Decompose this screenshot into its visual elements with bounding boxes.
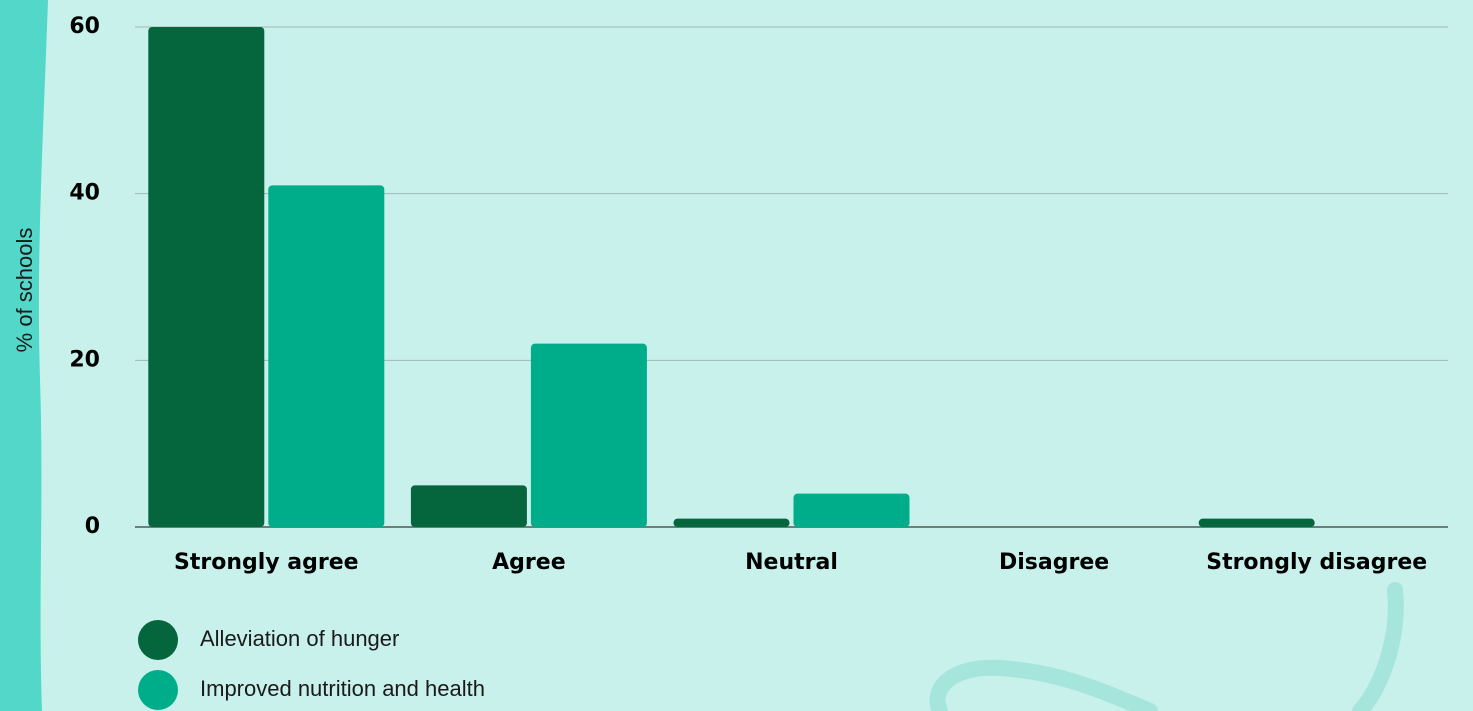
legend-swatch — [138, 620, 178, 660]
x-tick-label: Strongly disagree — [1206, 550, 1427, 575]
y-tick-label: 20 — [69, 347, 100, 372]
bar — [268, 185, 385, 528]
y-tick-label: 60 — [69, 14, 100, 39]
y-tick-label: 40 — [69, 181, 100, 206]
bar — [1198, 518, 1315, 527]
bar — [793, 493, 910, 527]
bar — [673, 518, 790, 527]
bar — [410, 485, 527, 527]
x-tick-label: Strongly agree — [174, 550, 359, 575]
x-tick-label: Agree — [492, 550, 565, 575]
y-tick-label: 0 — [85, 514, 100, 539]
y-axis-label: % of schools — [12, 228, 37, 353]
bar — [530, 343, 647, 527]
x-tick-label: Disagree — [999, 550, 1109, 575]
bar — [148, 27, 265, 527]
legend-label: Improved nutrition and health — [200, 676, 485, 701]
decor-curve — [929, 582, 1404, 711]
decor-stripe — [0, 0, 48, 711]
legend-swatch — [138, 670, 178, 710]
x-tick-label: Neutral — [745, 550, 838, 575]
legend-label: Alleviation of hunger — [200, 626, 399, 651]
